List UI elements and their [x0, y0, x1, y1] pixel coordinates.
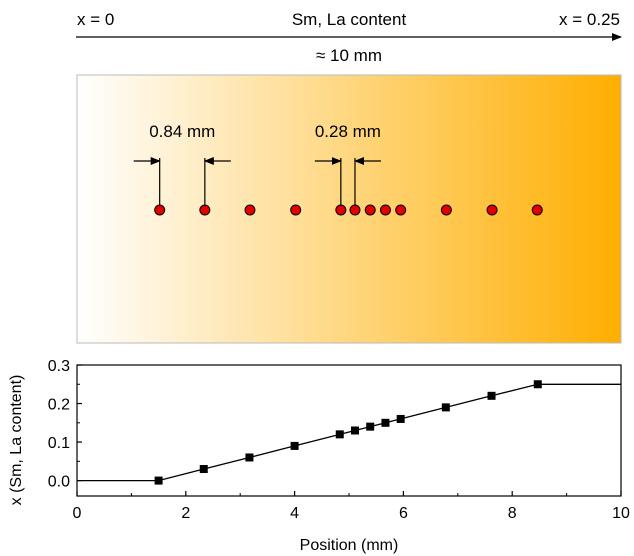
x-tick-label: 0 [73, 505, 82, 522]
sample-point [154, 204, 166, 216]
data-point [290, 441, 299, 450]
data-point [366, 422, 375, 431]
data-point [350, 426, 359, 435]
data-point [199, 465, 208, 474]
y-tick-label: 0.2 [48, 397, 70, 414]
header-left-label: x = 0 [77, 10, 114, 29]
y-axis-label: x (Sm, La content) [8, 375, 25, 506]
data-point [396, 414, 405, 423]
sample-point [531, 204, 543, 216]
y-axis: 0.0 0.1 0.2 0.3 [48, 358, 82, 491]
data-point [441, 403, 450, 412]
data-point [533, 380, 542, 389]
sample-points [154, 204, 543, 216]
sample-point [244, 204, 256, 216]
content-profile-chart: 0 2 4 6 8 10 0.0 0.1 0.2 0.3 Position (mm) x (Sm… [8, 358, 630, 554]
data-point [487, 391, 496, 400]
sample-point [199, 204, 211, 216]
spacing-annotations: 0.84 mm 0.28 mm [133, 122, 381, 205]
x-axis: 0 2 4 6 8 10 [73, 491, 630, 522]
sample-point [440, 204, 452, 216]
series-line [77, 383, 621, 482]
sample-point [349, 204, 361, 216]
x-tick-label: 2 [181, 505, 190, 522]
sample-point [364, 204, 376, 216]
y-tick-label: 0.3 [48, 358, 70, 375]
spacing-annotation: 0.28 mm [314, 122, 381, 205]
sample-point [335, 204, 347, 216]
header-right-label: x = 0.25 [559, 10, 620, 29]
x-axis-label: Position (mm) [300, 537, 399, 554]
spacing-label: 0.28 mm [315, 122, 381, 141]
data-point [245, 453, 254, 462]
sample-point [290, 204, 302, 216]
gradient-sample-panel [76, 74, 622, 344]
spacing-annotation: 0.84 mm [133, 122, 231, 205]
sample-point [486, 204, 498, 216]
data-point [381, 418, 390, 427]
sample-point [379, 204, 391, 216]
sample-point [395, 204, 407, 216]
y-tick-label: 0.1 [48, 435, 70, 452]
spacing-label: 0.84 mm [149, 122, 215, 141]
y-tick-label: 0.0 [48, 474, 70, 491]
x-tick-label: 10 [612, 505, 630, 522]
width-label: ≈ 10 mm [316, 46, 382, 65]
data-point [154, 476, 163, 485]
series-markers [154, 380, 542, 485]
header-center-label: Sm, La content [292, 10, 407, 29]
x-tick-label: 4 [290, 505, 299, 522]
x-tick-label: 6 [399, 505, 408, 522]
data-point [335, 430, 344, 439]
x-tick-label: 8 [508, 505, 517, 522]
